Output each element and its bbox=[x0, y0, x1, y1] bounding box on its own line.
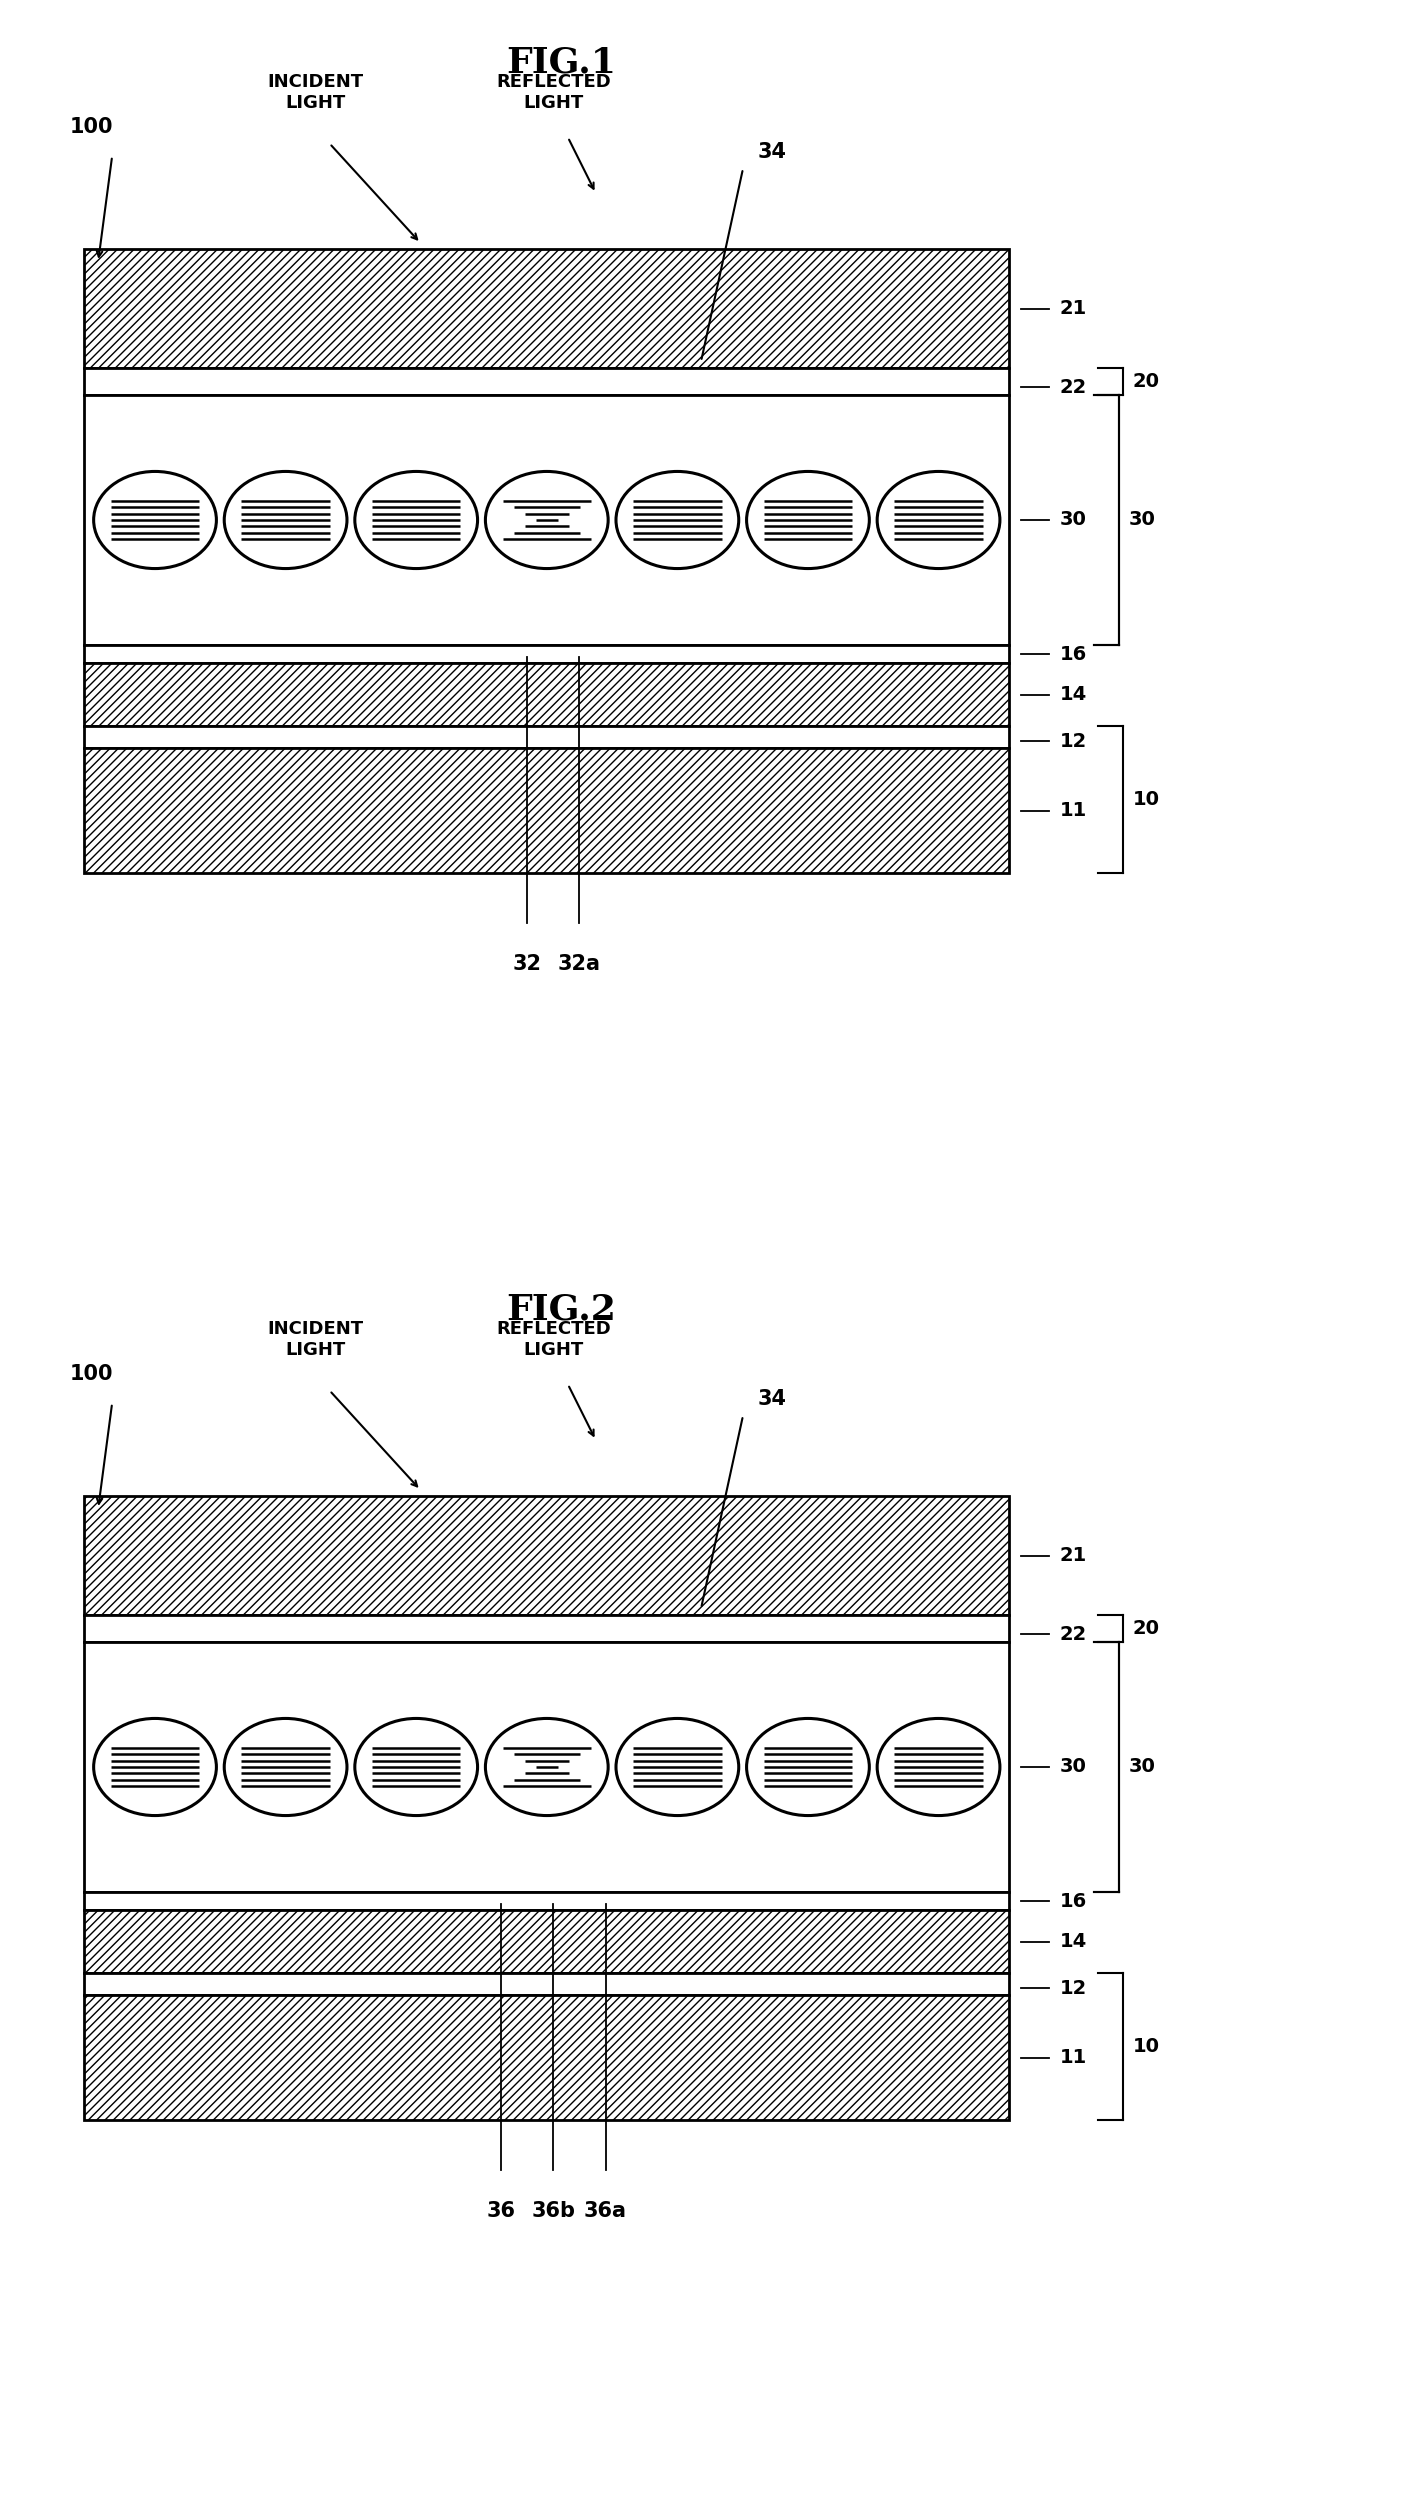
Text: 30: 30 bbox=[1060, 511, 1087, 529]
Text: 34: 34 bbox=[757, 1389, 787, 1409]
Ellipse shape bbox=[224, 1718, 346, 1816]
Bar bbox=[84, 1995, 1009, 2120]
Ellipse shape bbox=[355, 1718, 478, 1816]
Text: FIG.2: FIG.2 bbox=[506, 1292, 615, 1327]
Bar bbox=[84, 1910, 1009, 1973]
Ellipse shape bbox=[94, 471, 216, 569]
Text: 100: 100 bbox=[69, 1364, 114, 1384]
Text: 10: 10 bbox=[1133, 791, 1159, 808]
Bar bbox=[84, 1910, 1009, 1973]
Text: 11: 11 bbox=[1060, 801, 1087, 821]
Ellipse shape bbox=[615, 1718, 739, 1816]
Text: REFLECTED
LIGHT: REFLECTED LIGHT bbox=[496, 1319, 611, 1359]
Text: 22: 22 bbox=[1060, 377, 1087, 397]
Bar bbox=[84, 1616, 1009, 1641]
Text: 30: 30 bbox=[1129, 1758, 1155, 1776]
Text: 12: 12 bbox=[1060, 731, 1087, 751]
Text: 30: 30 bbox=[1060, 1758, 1087, 1776]
Text: 30: 30 bbox=[1129, 511, 1155, 529]
Text: 14: 14 bbox=[1060, 686, 1087, 703]
Text: 34: 34 bbox=[757, 142, 787, 162]
Bar bbox=[84, 1890, 1009, 1910]
Text: 11: 11 bbox=[1060, 2048, 1087, 2068]
Bar bbox=[84, 367, 1009, 394]
Text: 21: 21 bbox=[1060, 1546, 1087, 1566]
Text: 36: 36 bbox=[486, 2200, 516, 2222]
Text: 14: 14 bbox=[1060, 1933, 1087, 1950]
Text: FIG.1: FIG.1 bbox=[506, 45, 615, 80]
Text: 21: 21 bbox=[1060, 299, 1087, 319]
Ellipse shape bbox=[747, 471, 869, 569]
Text: 12: 12 bbox=[1060, 1978, 1087, 1998]
Text: 10: 10 bbox=[1133, 2038, 1159, 2055]
Text: 16: 16 bbox=[1060, 1890, 1087, 1910]
Bar bbox=[84, 663, 1009, 726]
Bar bbox=[84, 1641, 1009, 1890]
Ellipse shape bbox=[878, 471, 1000, 569]
Bar bbox=[84, 249, 1009, 367]
Text: INCIDENT
LIGHT: INCIDENT LIGHT bbox=[268, 1319, 363, 1359]
Text: 100: 100 bbox=[69, 117, 114, 137]
Text: 22: 22 bbox=[1060, 1624, 1087, 1644]
Ellipse shape bbox=[94, 1718, 216, 1816]
Bar bbox=[84, 726, 1009, 748]
Ellipse shape bbox=[355, 471, 478, 569]
Text: REFLECTED
LIGHT: REFLECTED LIGHT bbox=[496, 72, 611, 112]
Bar bbox=[84, 1973, 1009, 1995]
Bar bbox=[84, 1496, 1009, 1616]
Ellipse shape bbox=[224, 471, 346, 569]
Text: 20: 20 bbox=[1133, 372, 1159, 392]
Ellipse shape bbox=[747, 1718, 869, 1816]
Bar bbox=[84, 748, 1009, 873]
Text: INCIDENT
LIGHT: INCIDENT LIGHT bbox=[268, 72, 363, 112]
Bar bbox=[84, 1496, 1009, 1616]
Text: 36a: 36a bbox=[585, 2200, 627, 2222]
Bar bbox=[84, 394, 1009, 646]
Text: 32a: 32a bbox=[558, 953, 601, 975]
Bar bbox=[84, 748, 1009, 873]
Bar bbox=[84, 249, 1009, 367]
Text: 36b: 36b bbox=[531, 2200, 575, 2222]
Bar bbox=[84, 1995, 1009, 2120]
Text: 20: 20 bbox=[1133, 1619, 1159, 1639]
Ellipse shape bbox=[878, 1718, 1000, 1816]
Bar bbox=[84, 663, 1009, 726]
Ellipse shape bbox=[485, 1718, 608, 1816]
Text: 16: 16 bbox=[1060, 643, 1087, 663]
Ellipse shape bbox=[615, 471, 739, 569]
Ellipse shape bbox=[485, 471, 608, 569]
Text: 32: 32 bbox=[513, 953, 541, 975]
Bar bbox=[84, 646, 1009, 663]
